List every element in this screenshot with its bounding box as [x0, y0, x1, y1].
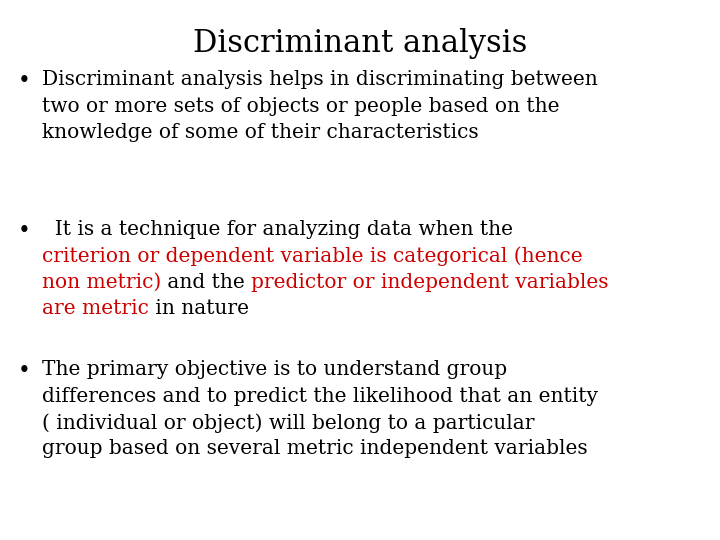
Text: The primary objective is to understand group: The primary objective is to understand g… — [42, 360, 507, 379]
Text: •: • — [18, 360, 31, 382]
Text: are metric: are metric — [42, 300, 149, 319]
Text: in nature: in nature — [149, 300, 249, 319]
Text: It is a technique for analyzing data when the: It is a technique for analyzing data whe… — [42, 220, 513, 239]
Text: •: • — [18, 220, 31, 242]
Text: non metric): non metric) — [42, 273, 161, 292]
Text: predictor or independent variables: predictor or independent variables — [251, 273, 609, 292]
Text: Discriminant analysis: Discriminant analysis — [193, 28, 527, 59]
Text: group based on several metric independent variables: group based on several metric independen… — [42, 440, 588, 458]
Text: Discriminant analysis helps in discriminating between: Discriminant analysis helps in discrimin… — [42, 70, 598, 89]
Text: differences and to predict the likelihood that an entity: differences and to predict the likelihoo… — [42, 387, 598, 406]
Text: criterion or dependent variable is categorical (hence: criterion or dependent variable is categ… — [42, 246, 582, 266]
Text: two or more sets of objects or people based on the: two or more sets of objects or people ba… — [42, 97, 559, 116]
Text: and the: and the — [161, 273, 251, 292]
Text: ( individual or object) will belong to a particular: ( individual or object) will belong to a… — [42, 413, 534, 433]
Text: •: • — [18, 70, 31, 92]
Text: knowledge of some of their characteristics: knowledge of some of their characteristi… — [42, 123, 479, 142]
